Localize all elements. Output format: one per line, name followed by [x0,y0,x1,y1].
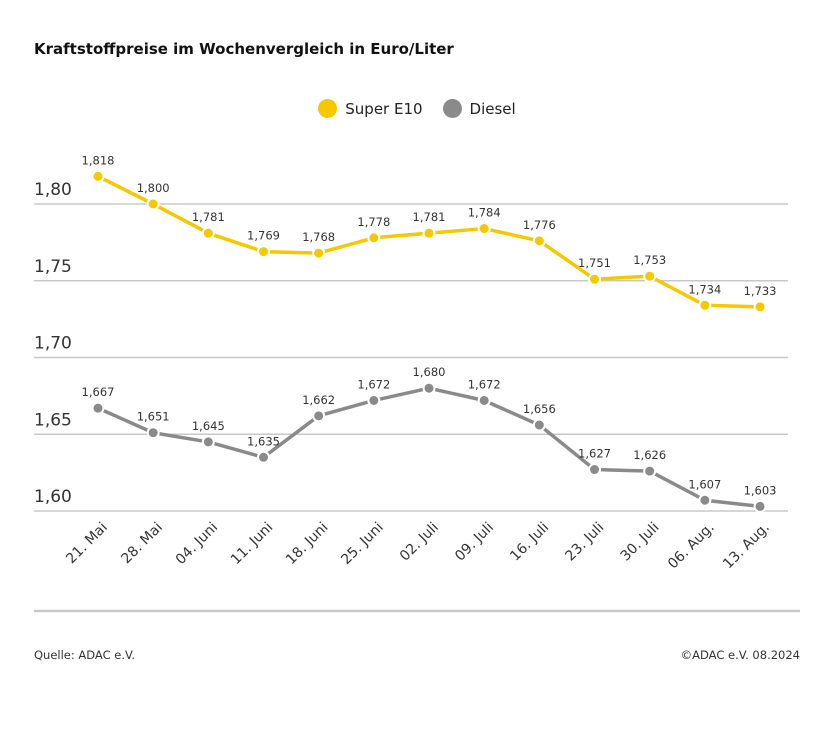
data-label: 1,672 [357,377,390,391]
data-label: 1,667 [82,385,115,399]
data-label: 1,781 [413,210,446,224]
data-point [422,226,436,240]
data-point [146,426,160,440]
data-point [91,169,105,183]
data-point [312,409,326,423]
data-label: 1,656 [523,402,556,416]
x-tick-label: 28. Mai [118,520,166,568]
data-point [201,435,215,449]
y-tick-label: 1,65 [34,410,72,430]
data-point [312,246,326,260]
x-tick-label: 04. Juni [173,520,221,568]
legend-marker-diesel [442,99,462,118]
legend-marker-super-e10 [318,99,338,118]
data-label: 1,818 [82,153,115,167]
data-label: 1,734 [688,282,721,296]
x-tick-label: 18. Juni [283,520,331,568]
data-point [643,269,657,283]
data-label: 1,769 [247,229,280,243]
data-label: 1,778 [357,215,390,229]
chart-title: Kraftstoffpreise im Wochenvergleich in E… [34,40,454,58]
x-tick-label: 30. Juli [618,520,663,565]
data-point [588,272,602,286]
data-point [698,493,712,507]
data-point [201,226,215,240]
y-tick-label: 1,75 [34,257,72,277]
x-tick-label: 09. Juli [452,520,497,565]
data-point [643,464,657,478]
data-label: 1,800 [137,181,170,195]
data-point [146,197,160,211]
legend-item-super-e10: Super E10 [318,99,423,118]
y-tick-label: 1,60 [34,487,72,507]
data-label: 1,784 [468,206,501,220]
x-tick-label: 16. Juli [507,520,552,565]
data-label: 1,651 [137,410,170,424]
data-label: 1,680 [413,365,446,379]
data-point [753,499,767,513]
x-tick-label: 21. Mai [63,520,111,568]
data-point [477,393,491,407]
legend-label-super-e10: Super E10 [345,99,423,118]
data-point [532,418,546,432]
series-line [97,174,761,309]
data-label: 1,627 [578,447,611,461]
data-point [698,298,712,312]
data-point [422,381,436,395]
data-point [257,245,271,259]
y-tick-label: 1,80 [34,180,72,200]
data-label: 1,626 [633,448,666,462]
x-tick-label: 25. Juni [338,520,386,568]
data-point [532,234,546,248]
data-label: 1,603 [744,483,777,497]
data-point [367,393,381,407]
data-point [257,450,271,464]
source-note: Quelle: ADAC e.V. [34,648,136,662]
data-label: 1,733 [744,284,777,298]
y-tick-label: 1,70 [34,334,72,354]
data-label: 1,607 [688,477,721,491]
data-label: 1,751 [578,256,611,270]
data-label: 1,662 [302,393,335,407]
legend-label-diesel: Diesel [469,99,516,118]
data-label: 1,645 [192,419,225,433]
x-tick-label: 02. Juli [397,520,442,565]
x-tick-label: 06. Aug. [665,520,718,573]
x-tick-label: 23. Juli [562,520,607,565]
x-tick-label: 13. Aug. [720,520,773,573]
data-label: 1,672 [468,377,501,391]
data-point [753,300,767,314]
data-label: 1,781 [192,210,225,224]
data-label: 1,753 [633,253,666,267]
data-point [91,401,105,415]
data-label: 1,768 [302,230,335,244]
data-point [588,463,602,477]
data-point [367,231,381,245]
legend: Super E10 Diesel [0,99,834,118]
data-point [477,222,491,236]
x-tick-label: 11. Juni [228,520,276,568]
copyright-note: ©ADAC e.V. 08.2024 [680,648,800,662]
data-label: 1,776 [523,218,556,232]
data-label: 1,635 [247,434,280,448]
legend-item-diesel: Diesel [442,99,516,118]
